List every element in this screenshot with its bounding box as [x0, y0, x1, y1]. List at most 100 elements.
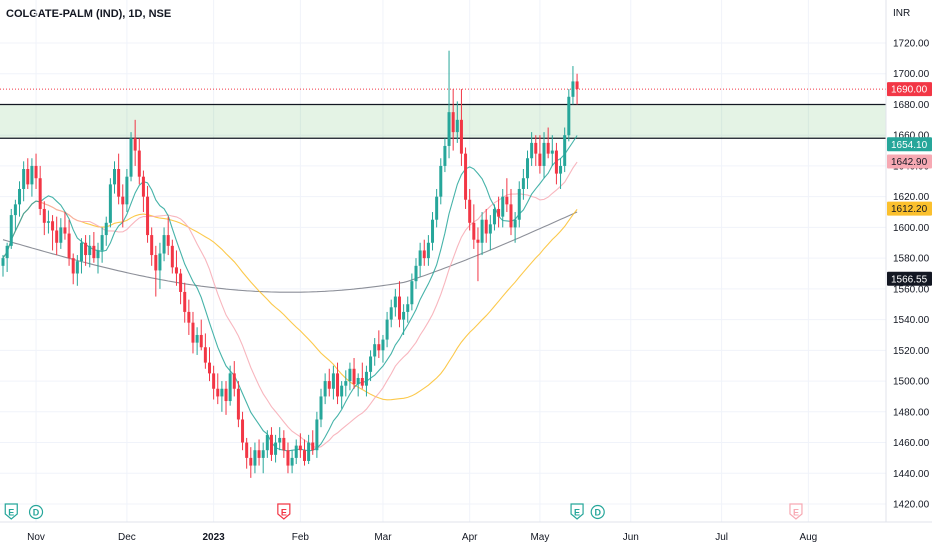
candle-body: [191, 322, 195, 343]
candle-body: [30, 165, 34, 185]
x-tick-label: Dec: [118, 532, 136, 543]
candle-body: [538, 153, 542, 166]
candle-body: [418, 250, 422, 266]
candle-body: [554, 150, 558, 174]
candle-body: [208, 362, 211, 374]
y-tick-label: 1500.00: [893, 377, 930, 388]
x-tick-label: Mar: [374, 532, 392, 543]
candle-body: [79, 242, 83, 262]
candle-body: [38, 178, 42, 209]
candle-body: [228, 373, 232, 402]
candle-body: [265, 434, 269, 451]
candle-body: [406, 304, 410, 312]
candle-body: [513, 219, 517, 228]
candle-body: [71, 258, 75, 274]
candle-body: [435, 196, 439, 220]
dividend-circle: [28, 504, 44, 520]
candle-body: [100, 235, 104, 251]
price-tag: [887, 137, 932, 152]
event-letter: D: [594, 508, 601, 518]
candle-body: [195, 334, 199, 343]
candle-body: [170, 245, 174, 268]
candle-body: [352, 368, 356, 385]
candle-body: [5, 245, 9, 259]
candle-body: [261, 450, 265, 458]
candle-body: [559, 165, 563, 174]
candle-body: [154, 255, 158, 271]
dividend-circle: [590, 504, 605, 520]
candle-body: [158, 253, 162, 271]
x-tick-label: Jul: [715, 532, 728, 543]
candle-body: [274, 442, 278, 455]
x-tick-label: Aug: [799, 532, 817, 543]
candle-body: [472, 222, 476, 240]
candle-body: [385, 319, 389, 340]
candle-body: [443, 145, 447, 166]
candle-body: [311, 442, 315, 451]
dividend-icon: D: [28, 504, 44, 520]
y-tick-label: 1560.00: [893, 284, 930, 295]
candle-body: [13, 204, 17, 216]
candle-body: [451, 112, 455, 133]
candle-body: [278, 437, 282, 443]
y-tick-label: 1680.00: [893, 100, 930, 111]
candle-body: [212, 373, 216, 389]
candle-body: [542, 142, 546, 166]
candle-body: [241, 419, 245, 443]
y-tick-label: 1440.00: [893, 469, 930, 480]
y-tick-label: 1540.00: [893, 315, 930, 326]
event-letter: E: [574, 508, 580, 518]
candle-body: [501, 196, 505, 217]
candle-body: [410, 281, 414, 305]
candle-body: [286, 450, 290, 466]
y-tick-label: 1520.00: [893, 346, 930, 357]
candle-body: [464, 153, 468, 200]
candle-body: [224, 388, 228, 402]
candle-body: [63, 227, 67, 234]
candle-body: [141, 176, 145, 197]
x-tick-label: May: [530, 532, 549, 543]
candle-body: [269, 434, 273, 455]
candle-body: [369, 356, 373, 372]
candle-body: [364, 371, 368, 386]
price-tag-label: 1642.90: [891, 157, 928, 168]
event-letter: E: [8, 508, 14, 518]
ma200-line: [2, 211, 578, 293]
price-tag: [887, 271, 932, 286]
candle-body: [117, 169, 121, 197]
y-tick-label: 1580.00: [893, 254, 930, 265]
price-tag-label: 1654.10: [891, 140, 928, 151]
price-tag: [887, 201, 932, 216]
y-tick-label: 1480.00: [893, 407, 930, 418]
candle-body: [381, 339, 385, 351]
candle-body: [488, 224, 492, 234]
x-tick-label: Jun: [623, 532, 639, 543]
candle-body: [236, 388, 240, 420]
price-tag: [887, 154, 932, 169]
candle-body: [517, 188, 521, 220]
price-tag-label: 1690.00: [891, 85, 928, 96]
candle-body: [521, 178, 525, 189]
candle-body: [55, 230, 59, 243]
candle-body: [323, 381, 327, 397]
candle-body: [133, 138, 137, 151]
earnings-flag: [4, 503, 18, 520]
candle-body: [220, 388, 224, 397]
earnings-icon: E: [277, 503, 291, 520]
price-tag: [887, 82, 932, 97]
candle-body: [129, 138, 133, 177]
earnings-icon: E: [4, 503, 18, 520]
candle-body: [402, 311, 406, 320]
candle-body: [439, 165, 443, 197]
candle-body: [290, 457, 294, 466]
candle-body: [51, 221, 55, 231]
candle-body: [302, 450, 306, 461]
candle-body: [92, 245, 96, 259]
price-tag-label: 1566.55: [891, 274, 928, 285]
candle-body: [455, 119, 459, 133]
candle-body: [9, 215, 13, 246]
candle-body: [113, 169, 117, 185]
candle-body: [67, 233, 71, 259]
x-tick-label: Nov: [27, 532, 45, 543]
